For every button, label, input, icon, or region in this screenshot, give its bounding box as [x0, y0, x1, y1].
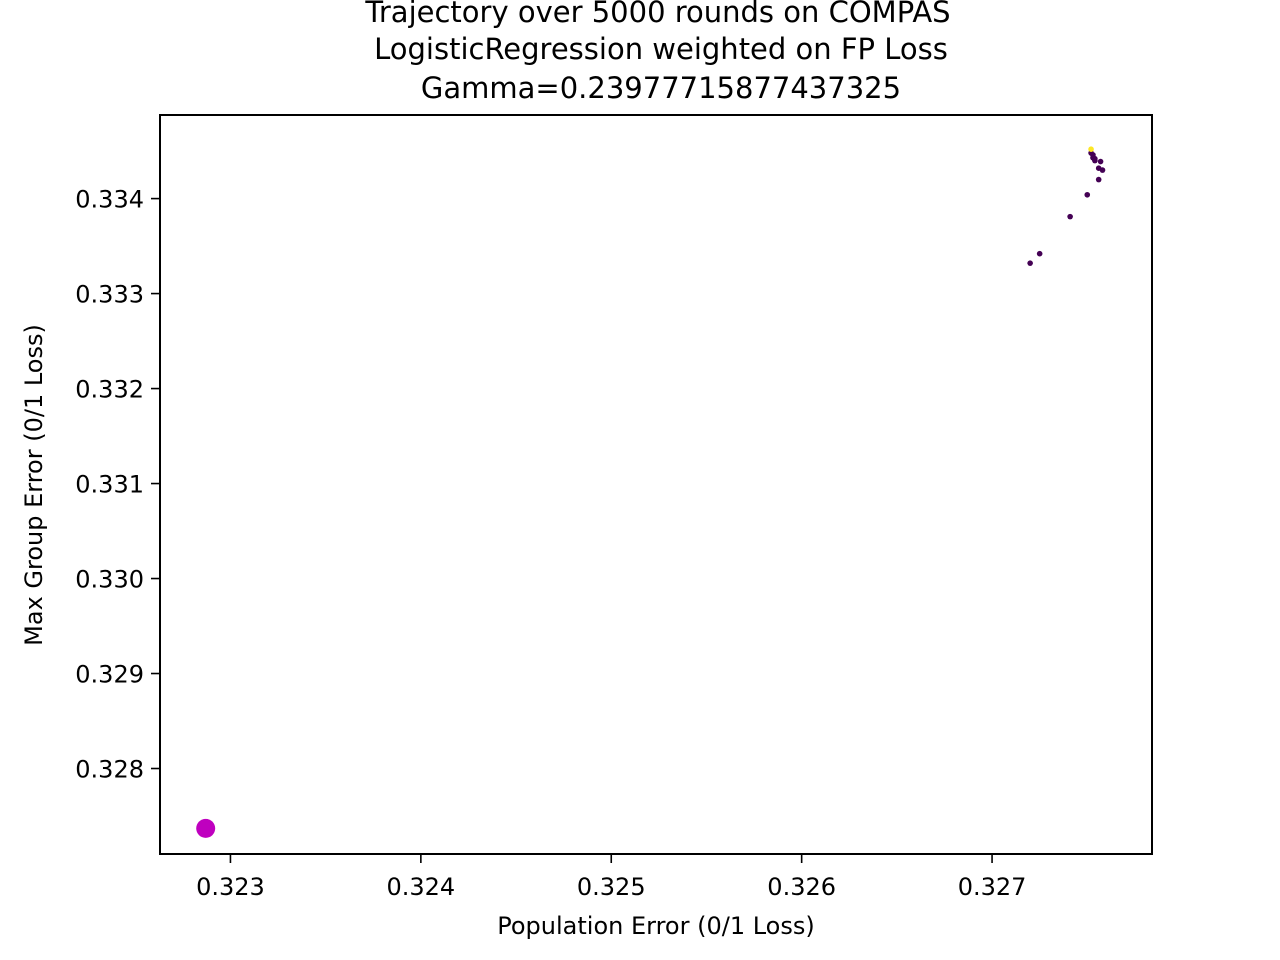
x-tick-label: 0.324 — [386, 873, 455, 901]
data-point — [196, 818, 216, 838]
data-point — [1097, 158, 1104, 165]
data-points — [196, 146, 1106, 838]
y-axis-label: Max Group Error (0/1 Loss) — [20, 324, 48, 646]
axis-ticks: 0.323 0.324 0.325 0.326 0.327 0.328 0.329 0.330… — [75, 186, 1026, 901]
y-tick-label: 0.332 — [75, 376, 144, 404]
y-tick-label: 0.331 — [75, 471, 144, 499]
y-tick-label: 0.333 — [75, 281, 144, 309]
y-tick-label: 0.330 — [75, 566, 144, 594]
x-tick-label: 0.327 — [958, 873, 1027, 901]
x-tick-label: 0.323 — [196, 873, 265, 901]
chart-title-line-2: LogisticRegression weighted on FP Loss — [374, 32, 948, 66]
x-tick-label: 0.325 — [577, 873, 646, 901]
data-point — [1036, 250, 1043, 257]
data-point — [1088, 146, 1094, 152]
chart-title: Trajectory over 5000 rounds on COMPAS Lo… — [364, 0, 950, 105]
chart-title-line-3: Gamma=0.23977715877437325 — [421, 71, 901, 105]
data-point — [1084, 191, 1091, 198]
x-tick-label: 0.326 — [767, 873, 836, 901]
data-point — [1095, 165, 1102, 171]
chart-title-line-1: Trajectory over 5000 rounds on COMPAS — [364, 0, 950, 29]
data-point — [1027, 260, 1033, 266]
x-axis-label: Population Error (0/1 Loss) — [497, 912, 814, 940]
y-tick-label: 0.328 — [75, 756, 144, 784]
data-point — [1067, 213, 1073, 220]
y-tick-label: 0.334 — [75, 186, 144, 214]
plot-area-frame — [159, 114, 1153, 855]
data-point — [1095, 176, 1102, 183]
y-tick-label: 0.329 — [75, 661, 144, 689]
